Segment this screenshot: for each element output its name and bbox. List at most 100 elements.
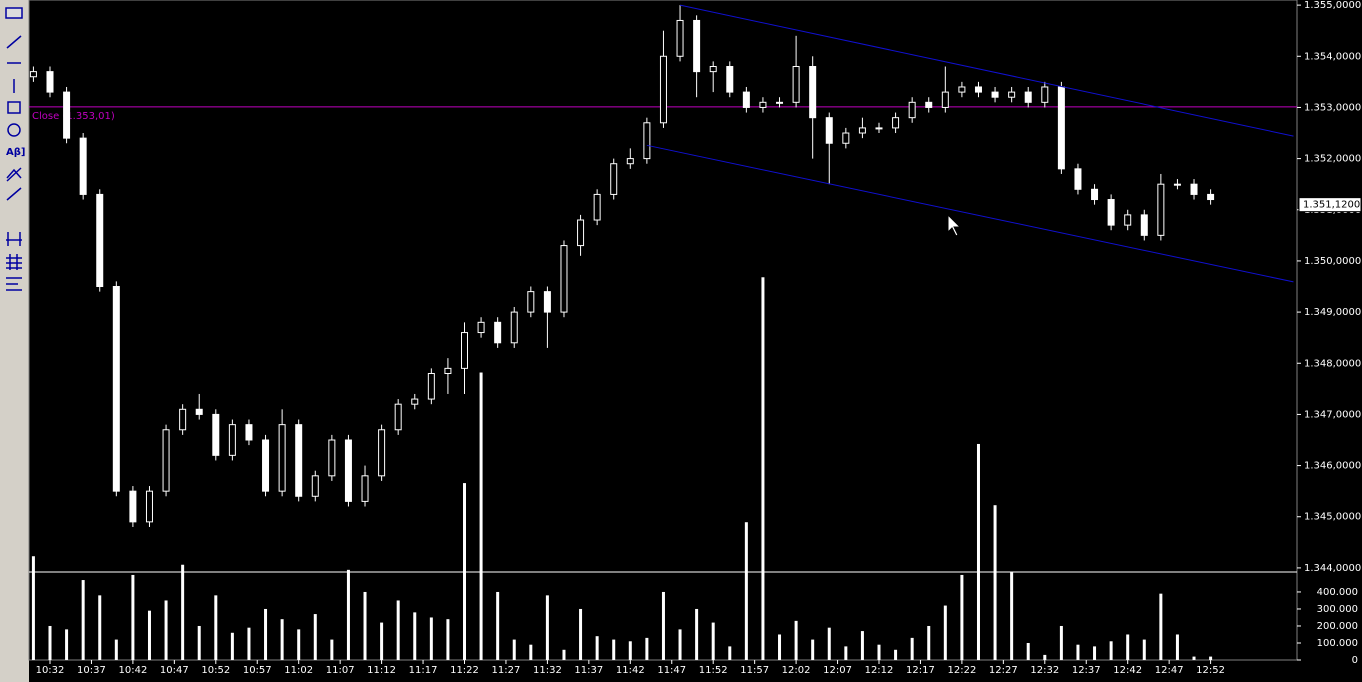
tool-parallel[interactable] [6,232,22,246]
candle-body [974,86,982,93]
candle-body [1057,86,1065,170]
volume-bar [595,636,599,660]
tool-trendline[interactable] [6,35,22,49]
volume-bar [363,591,367,660]
volume-bar [413,612,417,660]
volume-bar [894,649,898,660]
volume-bar [181,564,185,660]
volume-bar [313,614,317,660]
candle-body [1008,91,1016,98]
candle-body [659,55,667,124]
volume-bar [479,372,483,660]
volume-bar [761,277,765,660]
tool-crosshair[interactable] [5,7,23,19]
candle-body [593,193,601,221]
candle-body [610,163,618,195]
candle-body [676,19,684,57]
x-tick-label: 11:27 [492,665,521,676]
candle-body [179,408,187,431]
volume-bar [678,629,682,660]
candle-body [245,424,253,441]
candle-body [494,321,502,344]
volume-bar [463,483,466,660]
volume-bar [446,619,450,660]
volume-bar [910,637,914,660]
channel-line [646,144,1294,283]
tool-ray[interactable] [6,187,22,201]
candle-body [1140,214,1148,236]
x-tick-label: 12:42 [1113,665,1142,676]
volume-bar [346,569,350,660]
volume-bar [612,639,616,660]
volume-bar [545,595,549,660]
candle-body [162,429,170,492]
candle-body [63,91,71,139]
tool-rect[interactable] [7,101,21,114]
channel-line [679,4,1294,137]
x-tick-label: 11:52 [699,665,728,676]
x-tick-label: 12:12 [865,665,894,676]
volume-bar [164,600,168,660]
volume-bar [645,637,649,660]
x-tick-label: 10:32 [36,665,65,676]
volume-bar [827,627,831,660]
x-tick-label: 11:02 [284,665,313,676]
last-price-label: 1.351,1200 [1303,200,1360,211]
volume-bar [529,644,533,660]
volume-bar [927,625,931,660]
candle-body [825,117,833,144]
candle-body [444,367,452,374]
x-tick-label: 10:37 [77,665,106,676]
candle-body [842,132,850,144]
volume-bar [1175,634,1179,660]
volume-bar [661,591,665,660]
candle-body [958,86,966,93]
volume-bar [147,610,151,660]
candle-body [510,311,518,344]
candle-body [527,291,535,313]
toolbar-icons [5,7,23,291]
candle-body [693,19,701,73]
mouse-cursor [947,213,962,237]
volume-bar [380,622,384,660]
close-label: Close (1.353,01) [32,111,115,122]
volume-bar [1010,571,1014,660]
candle-body [344,439,352,502]
tool-text[interactable]: Aβ] [6,147,25,158]
volume-bar [247,627,251,660]
candle-body [112,286,120,492]
volume-bar [860,631,864,660]
candle-body [427,372,435,400]
volume-bar [1076,644,1080,660]
candle-body [1207,193,1215,201]
volume-bar [811,639,815,660]
x-tick-label: 10:42 [118,665,147,676]
y-tick-label: 1.347,0000 [1304,409,1361,420]
y-tick-label: 1.354,0000 [1304,51,1361,62]
volume-bar [429,617,433,660]
volume-bar [628,641,632,660]
x-tick-label: 11:37 [574,665,603,676]
x-tick-label: 11:32 [533,665,562,676]
x-tick-label: 12:32 [1030,665,1059,676]
candle-body [1107,199,1115,226]
candle-body [145,490,153,523]
tool-grid[interactable] [6,254,22,270]
tool-ellipse[interactable] [7,123,21,137]
y-tick-label: 1.355,0000 [1304,0,1361,11]
candle-body [1124,214,1132,226]
tool-fan[interactable] [6,167,22,182]
volume-bar [31,556,35,660]
volume-bar [844,646,848,660]
candle-body [759,101,767,108]
candle-body [543,291,551,313]
candle-body [378,429,386,477]
y-tick-label: 1.350,0000 [1304,256,1361,267]
candle-body [295,424,303,497]
candle-body [792,66,800,103]
tool-fibo[interactable] [6,277,22,291]
candle-body [1091,188,1099,201]
volume-bar [48,625,52,660]
